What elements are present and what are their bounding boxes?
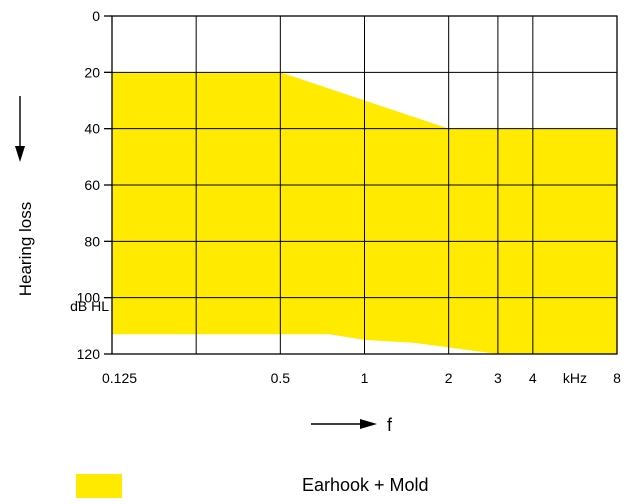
y-tick-labels: 0 20 40 60 80 100 120 xyxy=(77,8,112,362)
down-arrow-icon xyxy=(15,96,25,162)
arrow-head xyxy=(360,419,377,429)
y-tick-label: 100 xyxy=(77,290,101,306)
x-tick-label: 2 xyxy=(445,370,453,386)
y-tick-label: 20 xyxy=(84,64,100,80)
y-tick-label: 60 xyxy=(84,177,100,193)
y-tick-label: 40 xyxy=(84,121,100,137)
x-tick-label: 3 xyxy=(494,370,502,386)
right-arrow-icon xyxy=(311,419,377,429)
x-unit-label: kHz xyxy=(563,370,587,386)
x-tick-label: 1 xyxy=(361,370,369,386)
y-tick-label: 120 xyxy=(77,346,101,362)
arrow-head xyxy=(15,146,25,162)
legend-label: Earhook + Mold xyxy=(302,475,429,495)
x-tick-label: 0.125 xyxy=(102,370,137,386)
x-axis-label: f xyxy=(387,415,393,435)
x-tick-label: 4 xyxy=(529,370,537,386)
y-tick-label: 80 xyxy=(84,233,100,249)
x-tick-label: 0.5 xyxy=(271,370,291,386)
legend-swatch xyxy=(76,474,122,498)
grid xyxy=(112,16,617,354)
y-unit-label: dB HL xyxy=(70,298,109,314)
y-tick-label: 0 xyxy=(92,8,100,24)
y-axis-label: Hearing loss xyxy=(16,202,35,297)
x-tick-labels: 0.125 0.5 1 2 3 4 8 xyxy=(102,370,621,386)
x-tick-label: 8 xyxy=(613,370,621,386)
